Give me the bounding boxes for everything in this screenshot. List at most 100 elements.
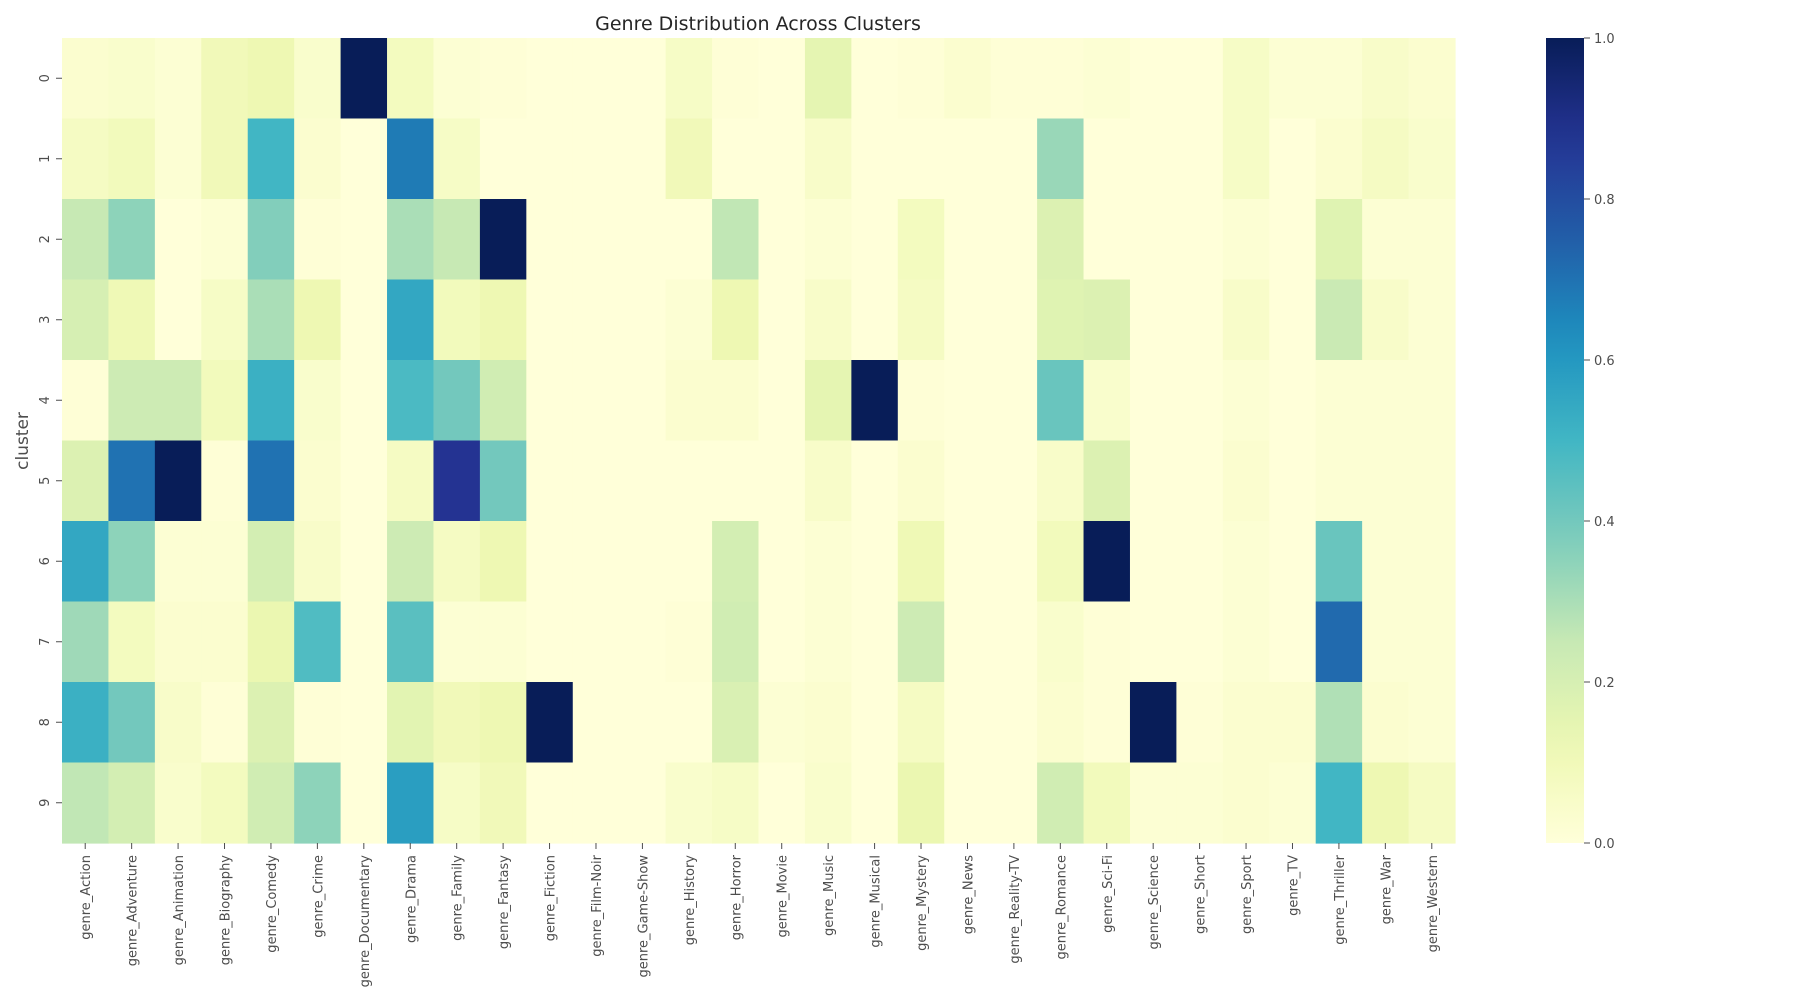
heatmap-cell (1129, 682, 1177, 764)
heatmap-cell (1129, 440, 1177, 522)
heatmap-cell (1269, 521, 1317, 603)
heatmap-cell (479, 521, 527, 603)
heatmap-cell (944, 601, 992, 683)
heatmap-cell (1176, 762, 1224, 844)
heatmap-cell (526, 199, 574, 281)
heatmap-cell (62, 601, 110, 683)
heatmap-cell (1222, 440, 1270, 522)
heatmap-cell (1037, 601, 1085, 683)
column-tick-label: genre_Sci-Fi (1101, 855, 1116, 933)
heatmap-cell (387, 682, 435, 764)
heatmap-cell (1037, 762, 1085, 844)
heatmap-cell (1129, 762, 1177, 844)
heatmap-cell (201, 521, 249, 603)
heatmap-cell (340, 682, 388, 764)
heatmap-cell (154, 199, 202, 281)
heatmap-cell (154, 118, 202, 200)
heatmap-cell (62, 682, 110, 764)
column-tick-label: genre_Family (451, 855, 466, 941)
heatmap-cell (851, 440, 899, 522)
heatmap-cell (1222, 601, 1270, 683)
heatmap-cell (944, 118, 992, 200)
heatmap-cell (247, 762, 295, 844)
heatmap-cell (1037, 440, 1085, 522)
heatmap-cell (851, 682, 899, 764)
heatmap-cell (1176, 279, 1224, 361)
heatmap-cell (340, 118, 388, 200)
heatmap-cell (1176, 360, 1224, 442)
heatmap-cell (804, 440, 852, 522)
heatmap-cell (526, 521, 574, 603)
row-tick-label: 6 (38, 557, 53, 565)
heatmap-cell (897, 682, 945, 764)
heatmap-cell (804, 682, 852, 764)
heatmap-cell (665, 360, 713, 442)
heatmap-cell (201, 279, 249, 361)
heatmap-cell (712, 38, 760, 120)
heatmap-cell (387, 279, 435, 361)
heatmap-cell (572, 360, 620, 442)
column-tick-label: genre_Romance (1054, 855, 1069, 959)
row-tick-label: 5 (38, 477, 53, 485)
heatmap-cell (62, 762, 110, 844)
heatmap-cell (665, 279, 713, 361)
heatmap-cell (526, 762, 574, 844)
heatmap-cell (572, 38, 620, 120)
column-tick-label: genre_Western (1426, 855, 1441, 952)
heatmap-cell (572, 440, 620, 522)
y-axis-label: cluster (13, 412, 33, 470)
heatmap-cell (433, 199, 481, 281)
heatmap-cell (1362, 601, 1410, 683)
heatmap-cell (526, 601, 574, 683)
heatmap-cell (1037, 118, 1085, 200)
heatmap-cell (433, 279, 481, 361)
column-tick-label: genre_Comedy (265, 855, 280, 953)
heatmap-cell (804, 199, 852, 281)
column-tick-label: genre_Sport (1240, 855, 1255, 934)
heatmap-cell (1408, 199, 1456, 281)
heatmap-cell (1269, 601, 1317, 683)
heatmap-cell (990, 118, 1038, 200)
heatmap-cell (1083, 682, 1131, 764)
heatmap-cell (619, 440, 667, 522)
column-tick-label: genre_Movie (776, 855, 791, 938)
heatmap-cell (990, 38, 1038, 120)
colorbar-gradient (1546, 38, 1584, 843)
heatmap-cell (619, 279, 667, 361)
heatmap-cell (1362, 682, 1410, 764)
heatmap-cell (1083, 601, 1131, 683)
heatmap-cell (851, 601, 899, 683)
heatmap-cell (433, 118, 481, 200)
heatmap-cell (897, 762, 945, 844)
heatmap-cell (526, 279, 574, 361)
heatmap-cell (1083, 199, 1131, 281)
heatmap-cell (1037, 682, 1085, 764)
heatmap-cell (758, 38, 806, 120)
heatmap-cell (294, 682, 342, 764)
heatmap-cell (990, 440, 1038, 522)
heatmap-cell (433, 521, 481, 603)
heatmap-cell (433, 601, 481, 683)
heatmap-cell (897, 199, 945, 281)
column-tick-label: genre_Science (1147, 855, 1162, 949)
colorbar-tick-label: 0.0 (1594, 837, 1615, 852)
heatmap-cell (1176, 118, 1224, 200)
column-tick-label: genre_Animation (172, 855, 187, 965)
heatmap-cell (387, 199, 435, 281)
heatmap-cell (804, 360, 852, 442)
heatmap-cell (712, 521, 760, 603)
heatmap-cell (1269, 762, 1317, 844)
heatmap-cell (665, 601, 713, 683)
heatmap-cell (1222, 199, 1270, 281)
heatmap-cell (108, 601, 156, 683)
colorbar-tick-label: 0.6 (1594, 354, 1615, 369)
heatmap-cell (712, 762, 760, 844)
heatmap-cell (1362, 762, 1410, 844)
heatmap-cell (1408, 279, 1456, 361)
heatmap-cell (294, 360, 342, 442)
heatmap-cell (1083, 279, 1131, 361)
heatmap-cell (804, 521, 852, 603)
colorbar: 0.0 0.2 0.4 0.6 0.8 1.0 (1546, 32, 1615, 852)
heatmap-cell (1315, 521, 1363, 603)
